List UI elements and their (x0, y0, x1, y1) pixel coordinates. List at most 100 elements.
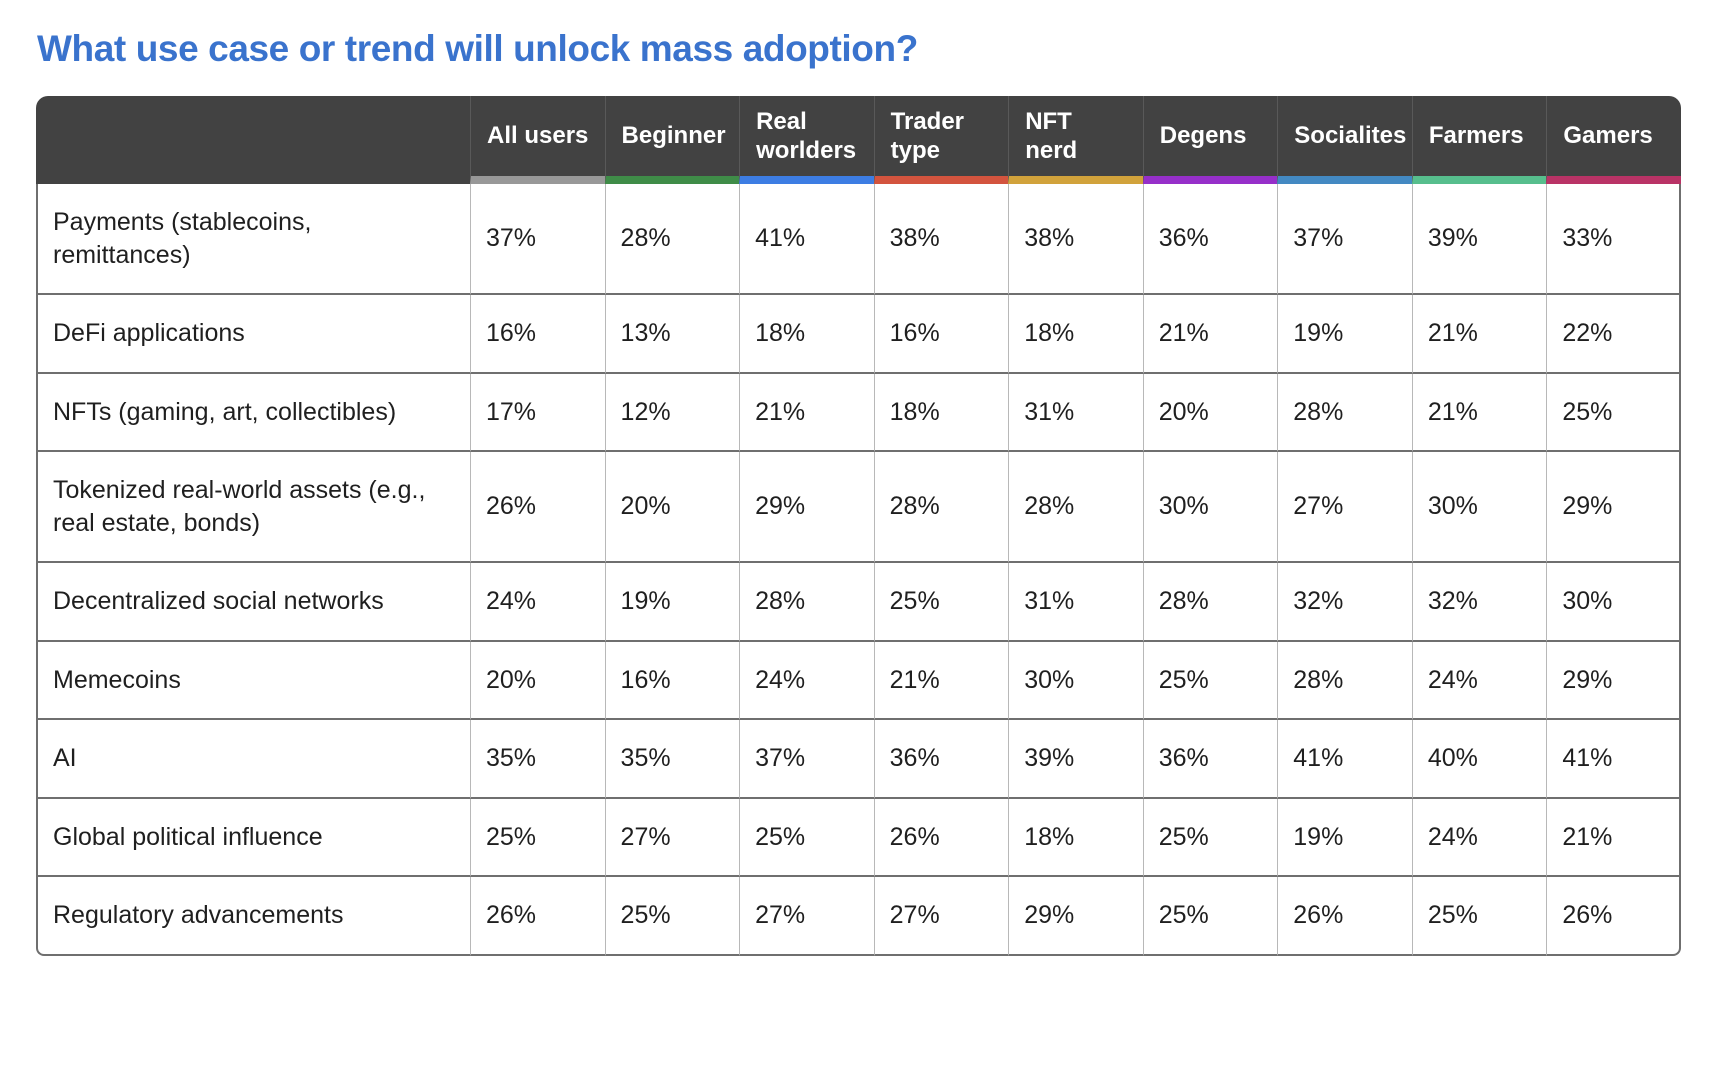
column-header-trader-type: Trader type (873, 96, 1009, 184)
value-cell-socialites: 37% (1277, 184, 1412, 295)
value-cell-nft-nerd: 18% (1008, 295, 1143, 374)
row-label: NFTs (gaming, art, collectibles) (36, 373, 470, 452)
value-cell-beginner: 19% (604, 563, 740, 642)
value-cell-nft-nerd: 39% (1008, 720, 1143, 799)
value-cell-farmers: 40% (1411, 720, 1547, 799)
value-cell-degens: 25% (1142, 798, 1278, 877)
value-cell-gamers: 29% (1546, 452, 1681, 563)
value-cell-socialites: 28% (1277, 641, 1412, 720)
value-cell-trader-type: 16% (873, 295, 1009, 374)
value-cell-all-users: 26% (470, 452, 605, 563)
value-cell-socialites: 28% (1277, 373, 1412, 452)
value-cell-all-users: 37% (470, 184, 605, 295)
value-cell-real-worlders: 25% (739, 798, 874, 877)
value-cell-trader-type: 36% (873, 720, 1009, 799)
table-body: Payments (stablecoins, remittances) 37% 28… (36, 184, 1681, 956)
value-cell-socialites: 19% (1277, 798, 1412, 877)
header-corner-cell (36, 96, 470, 184)
value-cell-nft-nerd: 29% (1008, 877, 1143, 956)
value-cell-gamers: 41% (1546, 720, 1681, 799)
table-row-nfts-gaming-art-collectibles: NFTs (gaming, art, collectibles) 17% 12% 21… (36, 373, 1681, 452)
value-cell-real-worlders: 27% (739, 877, 874, 956)
value-cell-trader-type: 18% (873, 373, 1009, 452)
value-cell-all-users: 35% (470, 720, 605, 799)
row-label: Decentralized social networks (36, 563, 470, 642)
value-cell-socialites: 26% (1277, 877, 1412, 956)
table-row-payments-stablecoins-remittances: Payments (stablecoins, remittances) 37% 28… (36, 184, 1681, 295)
value-cell-nft-nerd: 31% (1008, 373, 1143, 452)
value-cell-real-worlders: 18% (739, 295, 874, 374)
value-cell-trader-type: 21% (873, 641, 1009, 720)
table-header: All users Beginner Real worlders Trader typ… (36, 96, 1681, 184)
column-header-farmers: Farmers (1411, 96, 1547, 184)
value-cell-farmers: 21% (1411, 295, 1547, 374)
value-cell-real-worlders: 37% (739, 720, 874, 799)
value-cell-degens: 30% (1142, 452, 1278, 563)
table-row-ai: AI 35% 35% 37% 36% 39% 36% 41% 40% 41% (36, 720, 1681, 799)
value-cell-gamers: 25% (1546, 373, 1681, 452)
table-row-tokenized-real-world-assets-e-g-real-estate-bonds: Tokenized real-world assets (e.g., real … (36, 452, 1681, 563)
value-cell-beginner: 25% (604, 877, 740, 956)
table-row-memecoins: Memecoins 20% 16% 24% 21% 30% 25% 28% 24% 29% (36, 641, 1681, 720)
value-cell-farmers: 30% (1411, 452, 1547, 563)
value-cell-nft-nerd: 18% (1008, 798, 1143, 877)
page-title: What use case or trend will unlock mass … (37, 28, 918, 69)
value-cell-gamers: 30% (1546, 563, 1681, 642)
row-label: Tokenized real-world assets (e.g., real … (36, 452, 470, 563)
column-header-nft-nerd: NFT nerd (1008, 96, 1143, 184)
value-cell-degens: 28% (1142, 563, 1278, 642)
mass-adoption-table: All users Beginner Real worlders Trader typ… (36, 96, 1681, 956)
row-label: DeFi applications (36, 295, 470, 374)
value-cell-nft-nerd: 31% (1008, 563, 1143, 642)
value-cell-gamers: 26% (1546, 877, 1681, 956)
column-header-gamers: Gamers (1546, 96, 1681, 184)
value-cell-all-users: 24% (470, 563, 605, 642)
value-cell-beginner: 13% (604, 295, 740, 374)
value-cell-socialites: 32% (1277, 563, 1412, 642)
value-cell-trader-type: 25% (873, 563, 1009, 642)
value-cell-gamers: 33% (1546, 184, 1681, 295)
value-cell-degens: 21% (1142, 295, 1278, 374)
value-cell-all-users: 20% (470, 641, 605, 720)
column-header-real-worlders: Real worlders (739, 96, 874, 184)
value-cell-all-users: 17% (470, 373, 605, 452)
column-header-socialites: Socialites (1277, 96, 1412, 184)
value-cell-farmers: 21% (1411, 373, 1547, 452)
table-header-row: All users Beginner Real worlders Trader typ… (36, 96, 1681, 184)
table-row-decentralized-social-networks: Decentralized social networks 24% 19% 28% 25… (36, 563, 1681, 642)
value-cell-real-worlders: 29% (739, 452, 874, 563)
table-row-regulatory-advancements: Regulatory advancements 26% 25% 27% 27% 29% 25… (36, 877, 1681, 956)
value-cell-nft-nerd: 38% (1008, 184, 1143, 295)
value-cell-gamers: 22% (1546, 295, 1681, 374)
value-cell-degens: 20% (1142, 373, 1278, 452)
value-cell-socialites: 27% (1277, 452, 1412, 563)
value-cell-real-worlders: 41% (739, 184, 874, 295)
value-cell-farmers: 24% (1411, 641, 1547, 720)
value-cell-trader-type: 28% (873, 452, 1009, 563)
value-cell-all-users: 26% (470, 877, 605, 956)
value-cell-degens: 25% (1142, 641, 1278, 720)
value-cell-trader-type: 27% (873, 877, 1009, 956)
row-label: AI (36, 720, 470, 799)
value-cell-beginner: 27% (604, 798, 740, 877)
value-cell-degens: 36% (1142, 184, 1278, 295)
value-cell-nft-nerd: 30% (1008, 641, 1143, 720)
value-cell-farmers: 25% (1411, 877, 1547, 956)
table-row-defi-applications: DeFi applications 16% 13% 18% 16% 18% 21% 19% 21… (36, 295, 1681, 374)
column-header-degens: Degens (1142, 96, 1278, 184)
value-cell-real-worlders: 24% (739, 641, 874, 720)
row-label: Regulatory advancements (36, 877, 470, 956)
value-cell-beginner: 20% (604, 452, 740, 563)
value-cell-beginner: 35% (604, 720, 740, 799)
column-header-all-users: All users (470, 96, 605, 184)
value-cell-socialites: 41% (1277, 720, 1412, 799)
column-header-beginner: Beginner (604, 96, 740, 184)
value-cell-all-users: 16% (470, 295, 605, 374)
value-cell-farmers: 32% (1411, 563, 1547, 642)
value-cell-socialites: 19% (1277, 295, 1412, 374)
row-label: Payments (stablecoins, remittances) (36, 184, 470, 295)
row-label: Global political influence (36, 798, 470, 877)
table-row-global-political-influence: Global political influence 25% 27% 25% 26% 18… (36, 798, 1681, 877)
value-cell-nft-nerd: 28% (1008, 452, 1143, 563)
